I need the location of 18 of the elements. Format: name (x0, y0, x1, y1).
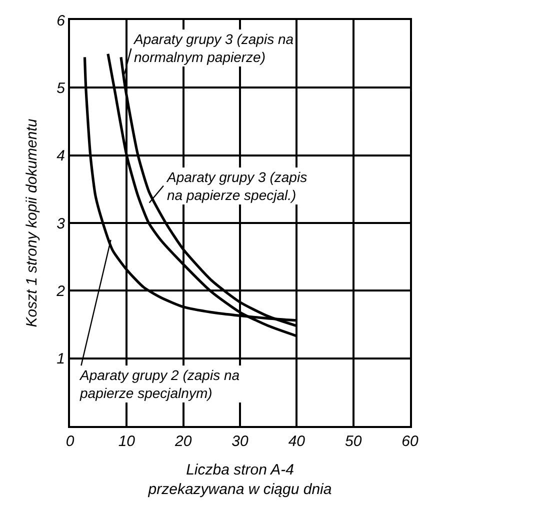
x-tick-label: 50 (344, 433, 362, 450)
x-tick-label: 20 (174, 433, 192, 450)
y-axis-title: Koszt 1 strony kopii dokumentu (23, 118, 40, 328)
y-tick-label: 5 (56, 80, 66, 97)
y-tick-label: 1 (56, 350, 65, 368)
x-axis-title: Liczba stron A-4 przekazywana w ciągu dnia (147, 462, 332, 498)
annotation: Aparaty grupy 3 (zapis na papierze specjal.) (166, 169, 308, 204)
y-tick-label: 2 (56, 282, 66, 300)
x-tick-label: 0 (66, 433, 75, 450)
x-tick-label: 30 (232, 433, 249, 450)
y-tick-label: 4 (56, 148, 65, 165)
y-tick-label: 3 (56, 215, 66, 232)
x-tick-label: 60 (402, 433, 419, 450)
x-tick-label: 10 (118, 433, 136, 450)
x-tick-label: 40 (288, 433, 306, 450)
annotation: Aparaty grupy 3 (zapis na normalnym papierze) (133, 31, 294, 66)
annotation: Aparaty grupy 2 (zapis na papierze specjalnym) (79, 367, 240, 402)
y-tick-label: 6 (56, 12, 66, 30)
